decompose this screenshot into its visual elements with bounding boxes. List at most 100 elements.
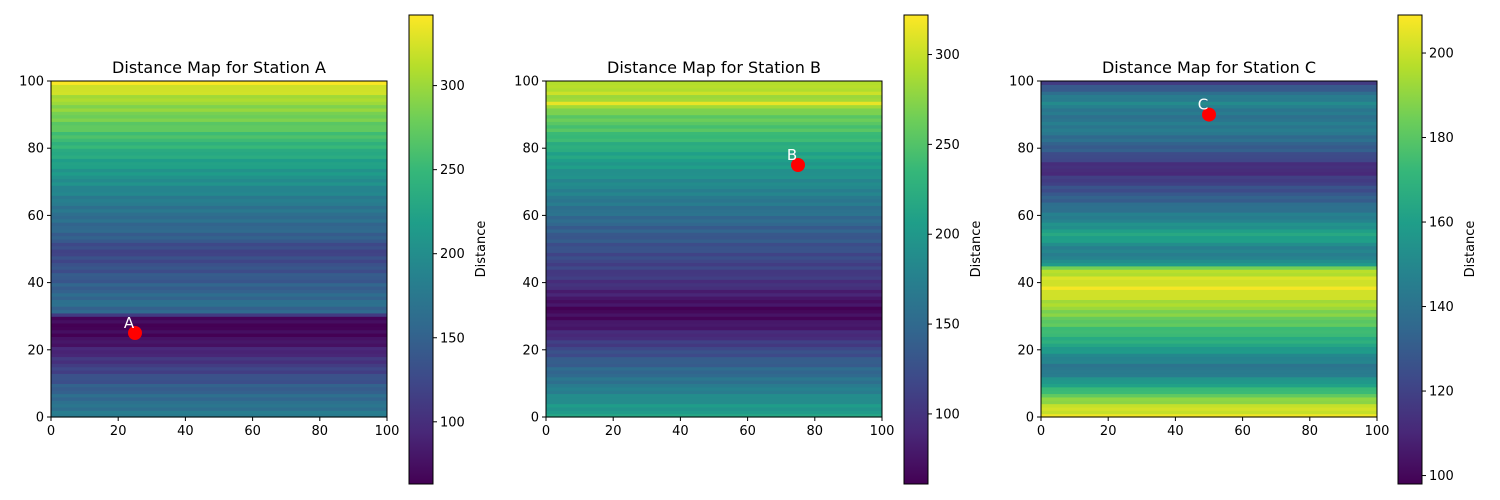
colorbar-tick-label: 120 [1429, 385, 1454, 400]
y-tick-label: 60 [1017, 209, 1034, 224]
heatmap-row [51, 306, 387, 311]
heatmap-row [51, 242, 387, 247]
heatmap-row [51, 121, 387, 126]
heatmap-row [51, 185, 387, 190]
heatmap-row [546, 218, 882, 223]
heatmap-row [51, 205, 387, 210]
heatmap-row [546, 282, 882, 287]
heatmap-row [51, 296, 387, 300]
heatmap-row [546, 306, 882, 311]
colorbar-ticks: 100 150 200 250 300 [433, 79, 465, 430]
heatmap-row [546, 185, 882, 190]
heatmap-row [51, 144, 387, 149]
heatmap-row [1041, 275, 1377, 280]
y-tick-label: 20 [522, 343, 539, 358]
heatmap-row [1041, 238, 1377, 243]
colorbar-label: Distance [1463, 221, 1478, 278]
heatmap-row [1041, 302, 1377, 307]
heatmap-row [51, 84, 387, 89]
heatmap-row [51, 376, 387, 381]
heatmap-row [1041, 396, 1377, 401]
heatmap-row [1041, 208, 1377, 213]
heatmap-row [546, 208, 882, 213]
heatmap-row [1041, 289, 1377, 294]
heatmap-row [1041, 249, 1377, 253]
heatmap-row [546, 410, 882, 415]
heatmap-row [546, 201, 882, 206]
heatmap-row [1041, 406, 1377, 411]
colorbar-tick-label: 250 [935, 138, 960, 153]
heatmap-row [51, 369, 387, 374]
heatmap-row [51, 232, 387, 237]
colorbar-tick-label: 150 [935, 318, 960, 333]
station-label-c: C [1198, 96, 1208, 114]
heatmap-row [51, 249, 387, 253]
station-label-b: B [787, 146, 797, 164]
station-marker-b [791, 158, 805, 172]
heatmap-row [1041, 121, 1377, 126]
heatmap-row [546, 134, 882, 139]
heatmap-row [51, 356, 387, 361]
heatmap-row [546, 232, 882, 237]
heatmap-row [1041, 218, 1377, 223]
heatmap-row [546, 191, 882, 196]
heatmap-row [1041, 178, 1377, 183]
x-tick-label: 100 [1365, 424, 1390, 439]
heatmap-row [1041, 144, 1377, 149]
y-tick-label: 100 [19, 75, 44, 90]
x-tick-label: 100 [870, 424, 895, 439]
heatmap-row [546, 265, 882, 270]
heatmap-row [1041, 195, 1377, 200]
heatmap-row [546, 296, 882, 300]
heatmap-row [1041, 138, 1377, 143]
x-axis: 0 20 40 60 80 100 [1037, 417, 1390, 439]
heatmap-area [1041, 81, 1377, 418]
heatmap-row [1041, 185, 1377, 190]
heatmap-row [51, 400, 387, 405]
colorbar-ticks: 100 150 200 250 300 [928, 48, 960, 422]
heatmap-row [51, 265, 387, 270]
heatmap-row [1041, 336, 1377, 341]
heatmap-row [1041, 400, 1377, 405]
heatmap-row [546, 225, 882, 230]
heatmap-row [1041, 413, 1377, 418]
heatmap-row [546, 238, 882, 243]
heatmap-row [546, 339, 882, 344]
heatmap-row [1041, 81, 1377, 85]
heatmap-row [546, 380, 882, 384]
heatmap-row [51, 128, 387, 132]
y-tick-label: 80 [522, 142, 539, 157]
heatmap-row [51, 91, 387, 96]
heatmap-row [51, 111, 387, 116]
heatmap-row [546, 124, 882, 129]
heatmap-row [51, 124, 387, 129]
heatmap-row [1041, 212, 1377, 216]
heatmap-row [51, 353, 387, 358]
heatmap-row [1041, 376, 1377, 381]
heatmap-row [546, 242, 882, 247]
heatmap-row [1041, 225, 1377, 230]
panel-station-b: Distance Map for Station B 0 20 40 60 80 100 … [514, 58, 894, 439]
y-tick-label: 40 [27, 276, 44, 291]
heatmap-row [1041, 346, 1377, 351]
heatmap-row [51, 262, 387, 267]
heatmap-row [51, 171, 387, 176]
heatmap-row [546, 249, 882, 253]
y-tick-label: 40 [522, 276, 539, 291]
heatmap-row [1041, 128, 1377, 132]
heatmap-row [546, 252, 882, 257]
heatmap-row [51, 178, 387, 183]
heatmap-row [1041, 353, 1377, 358]
heatmap-row [546, 121, 882, 126]
heatmap-row [546, 302, 882, 307]
colorbar-tick-label: 300 [935, 48, 960, 63]
heatmap-row [51, 225, 387, 230]
heatmap-row [1041, 259, 1377, 264]
heatmap-row [51, 235, 387, 240]
heatmap-row [546, 356, 882, 361]
heatmap-row [1041, 97, 1377, 102]
heatmap-row [1041, 148, 1377, 153]
heatmap-row [546, 158, 882, 163]
heatmap-row [51, 188, 387, 193]
heatmap-row [1041, 285, 1377, 290]
